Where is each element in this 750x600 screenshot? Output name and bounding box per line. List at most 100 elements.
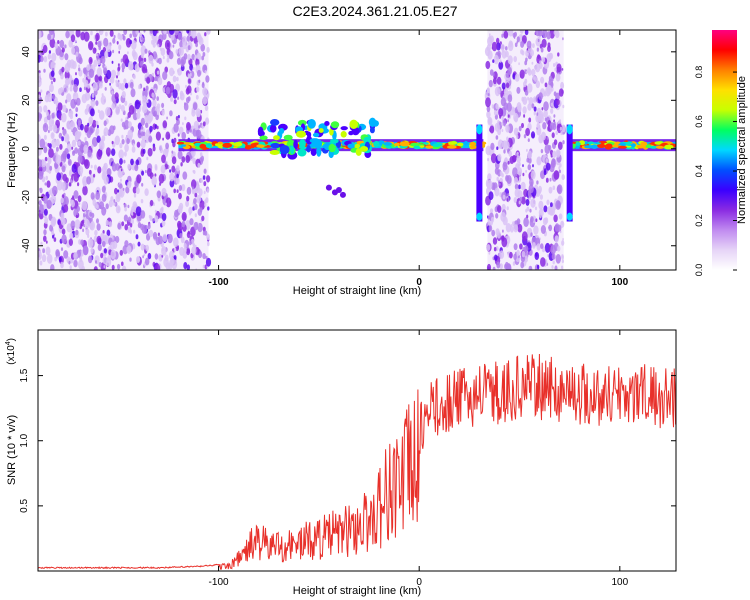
- noise-blob: [506, 136, 509, 142]
- noise-blob: [173, 99, 177, 105]
- noise-blob: [175, 83, 181, 92]
- noise-blob: [552, 150, 557, 158]
- noise-blob: [530, 170, 536, 180]
- noise-blob: [69, 232, 74, 240]
- noise-blob: [557, 245, 561, 252]
- noise-blob: [531, 68, 536, 77]
- noise-blob: [123, 30, 128, 35]
- noise-blob: [110, 249, 117, 260]
- noise-blob: [76, 97, 81, 106]
- noise-blob: [118, 169, 121, 173]
- noise-blob: [499, 114, 502, 119]
- noise-blob: [183, 243, 187, 249]
- noise-blob: [69, 265, 72, 270]
- noise-blob: [61, 136, 64, 142]
- noise-blob: [561, 259, 565, 264]
- noise-blob: [98, 75, 103, 82]
- signal-blob: [269, 124, 277, 133]
- noise-blob: [185, 200, 190, 208]
- noise-blob: [124, 240, 129, 248]
- noise-blob: [143, 253, 146, 257]
- noise-blob: [146, 156, 149, 161]
- noise-blob: [103, 265, 106, 269]
- noise-blob: [535, 30, 541, 37]
- noise-blob: [147, 147, 153, 157]
- noise-blob: [169, 169, 172, 173]
- noise-blob: [555, 253, 561, 264]
- noise-blob: [485, 145, 492, 156]
- noise-blob: [548, 52, 553, 59]
- noise-blob: [47, 53, 52, 60]
- noise-blob: [60, 217, 66, 226]
- noise-blob: [142, 255, 144, 259]
- vertical-streak-cap: [476, 124, 483, 135]
- noise-blob: [85, 228, 90, 236]
- noise-blob: [161, 187, 167, 197]
- noise-blob: [191, 238, 195, 245]
- noise-blob: [44, 124, 47, 128]
- signal-blob: [448, 141, 458, 145]
- noise-blob: [124, 206, 127, 212]
- noise-blob: [180, 236, 185, 244]
- y-tick-label: -20: [21, 190, 32, 205]
- noise-blob: [38, 54, 42, 63]
- noise-blob: [156, 70, 160, 75]
- noise-blob: [509, 251, 513, 259]
- noise-blob: [95, 53, 98, 57]
- noise-blob: [204, 264, 208, 270]
- noise-blob: [94, 229, 98, 236]
- noise-blob: [152, 218, 155, 222]
- noise-blob: [536, 180, 539, 185]
- signal-blob: [205, 143, 212, 149]
- noise-blob: [507, 160, 510, 165]
- noise-blob: [528, 184, 534, 194]
- noise-blob: [159, 182, 162, 186]
- noise-blob: [203, 181, 207, 187]
- noise-blob: [529, 208, 532, 213]
- noise-blob: [548, 224, 553, 232]
- noise-blob: [121, 62, 126, 70]
- noise-blob: [65, 30, 70, 39]
- noise-blob: [117, 66, 121, 72]
- noise-blob: [144, 188, 149, 197]
- noise-blob: [41, 254, 47, 263]
- noise-blob: [491, 229, 496, 237]
- noise-blob: [132, 74, 136, 80]
- signal-blob: [316, 146, 322, 157]
- noise-blob: [121, 138, 125, 145]
- noise-blob: [503, 87, 508, 96]
- noise-blob: [140, 139, 146, 149]
- noise-blob: [202, 264, 205, 269]
- noise-blob: [505, 82, 510, 89]
- signal-blob: [233, 142, 243, 147]
- noise-blob: [77, 117, 82, 126]
- noise-blob: [546, 31, 551, 40]
- noise-blob: [75, 107, 79, 113]
- noise-blob: [500, 43, 505, 51]
- noise-blob: [508, 30, 514, 37]
- noise-blob: [98, 30, 101, 33]
- noise-blob: [186, 186, 192, 195]
- snr-panel: -100 0 100 0.5 1.0 1.5 Height of straight li…: [5, 329, 677, 597]
- noise-blob: [525, 208, 528, 213]
- noise-blob: [533, 111, 536, 116]
- noise-blob: [93, 59, 98, 67]
- noise-blob: [165, 197, 172, 208]
- noise-blob: [206, 188, 210, 193]
- signal-blob: [469, 141, 477, 146]
- noise-blob: [43, 208, 48, 216]
- noise-blob: [78, 57, 83, 65]
- noise-blob: [43, 229, 47, 236]
- noise-blob: [82, 245, 89, 256]
- noise-blob: [96, 235, 102, 245]
- noise-blob: [117, 194, 120, 200]
- noise-blob: [196, 194, 202, 204]
- noise-blob: [193, 170, 196, 174]
- noise-blob: [561, 174, 565, 181]
- snr-frame: [37, 329, 677, 572]
- noise-blob: [492, 266, 496, 270]
- noise-blob: [141, 182, 144, 187]
- signal-blob: [456, 142, 464, 147]
- signal-blob: [649, 145, 658, 149]
- noise-blob: [128, 61, 134, 71]
